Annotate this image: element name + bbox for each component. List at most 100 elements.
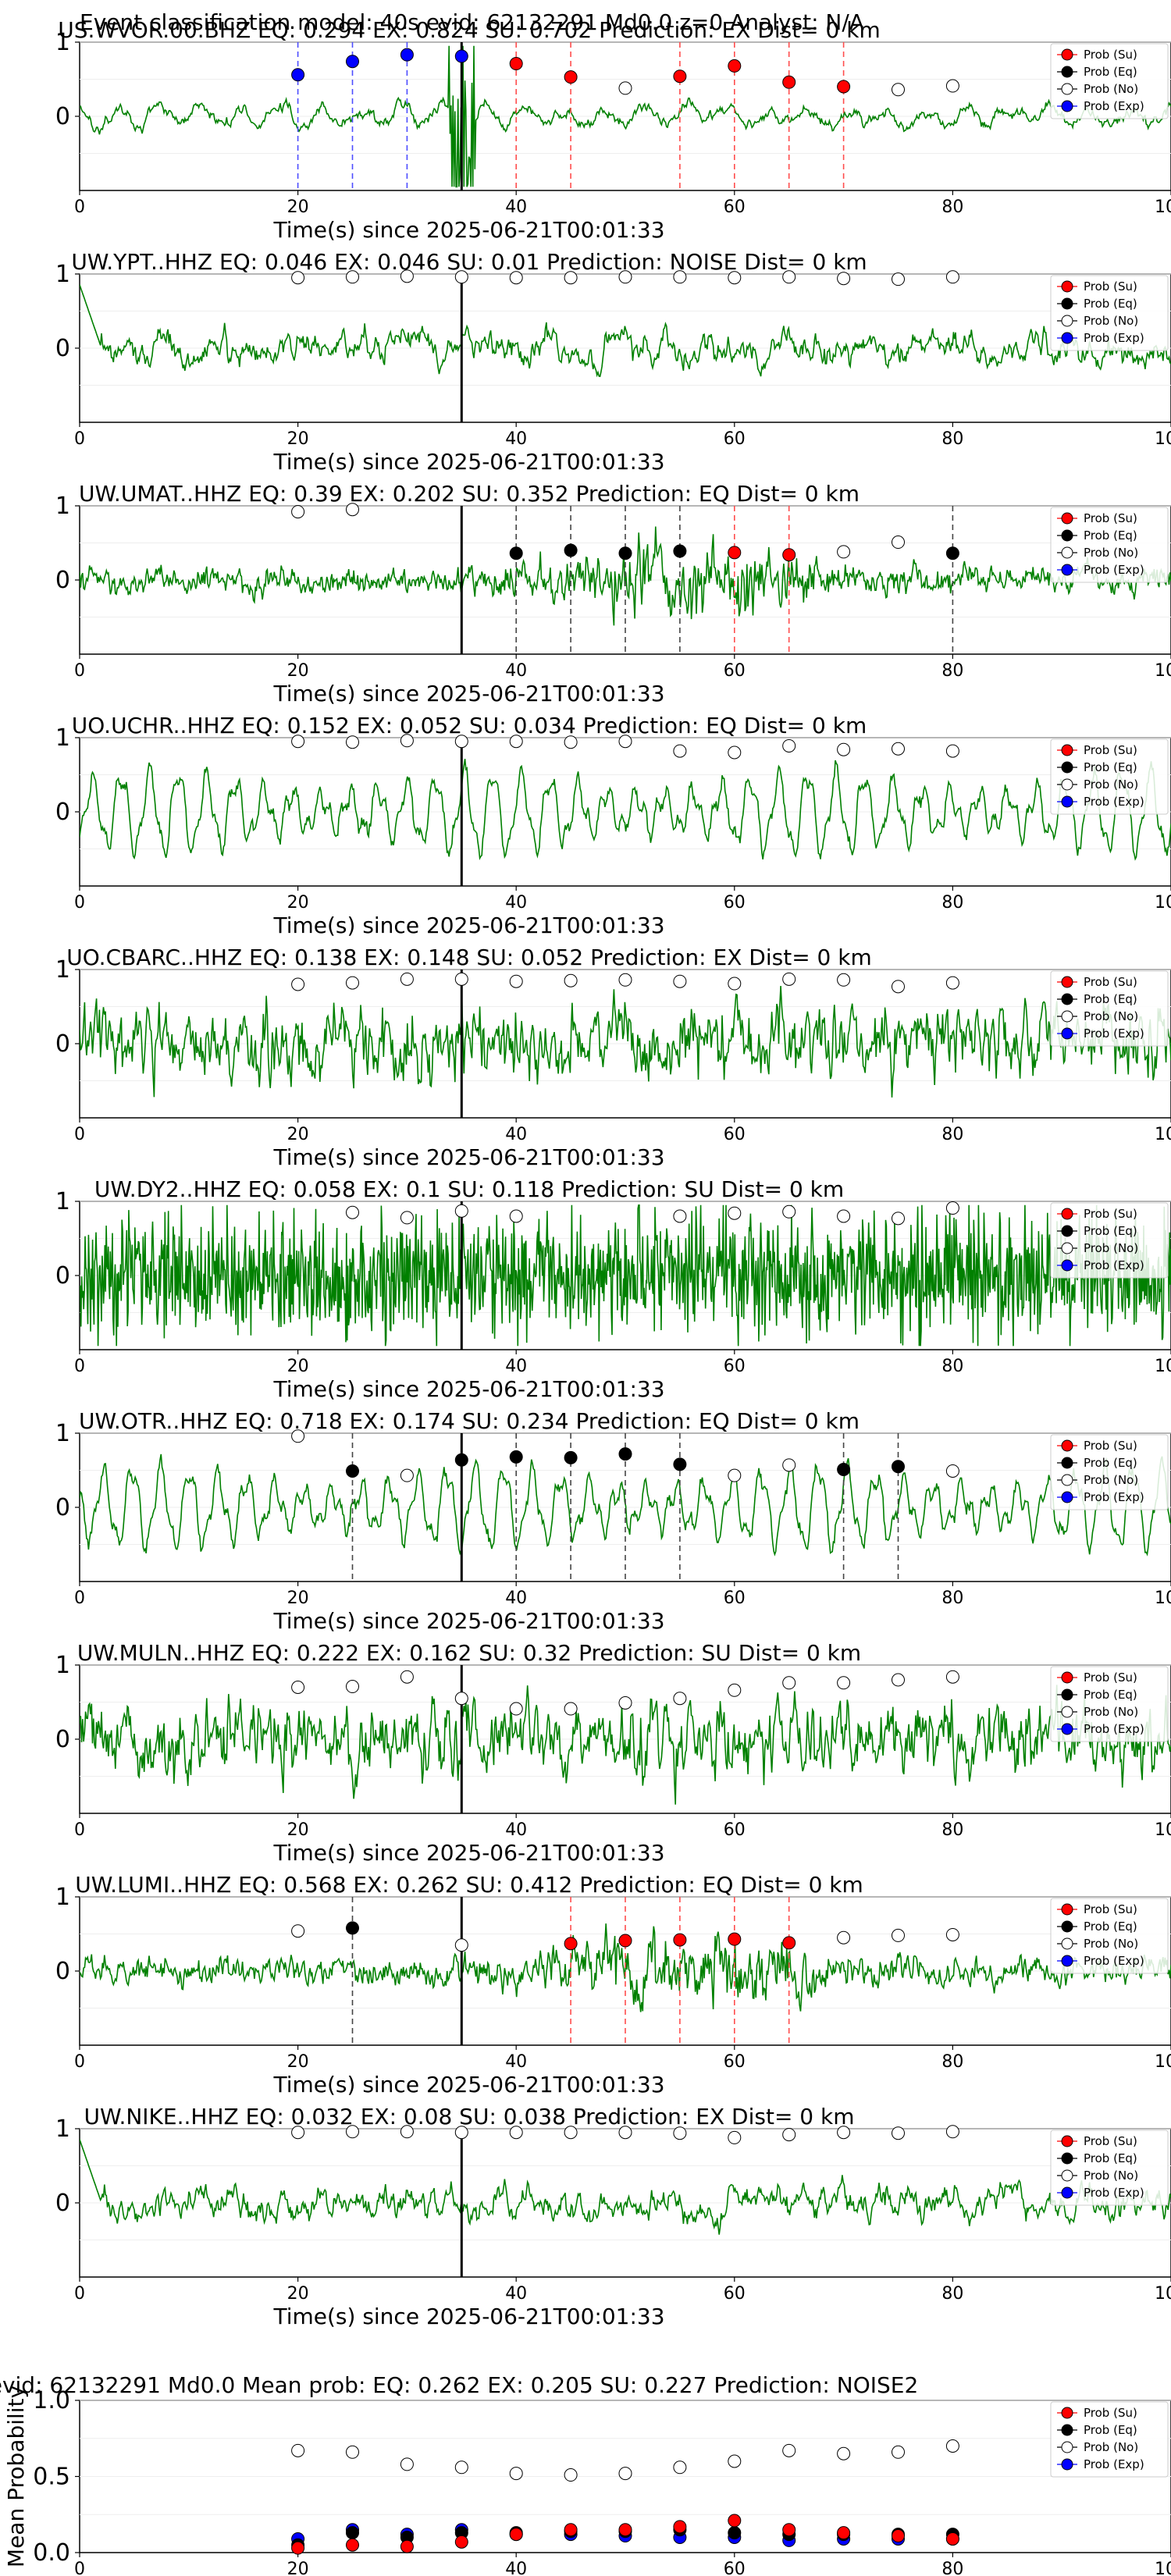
mean-prob-marker-no xyxy=(454,2460,468,2475)
y-tick-label: 1 xyxy=(55,956,70,984)
prob-marker-no xyxy=(782,1204,796,1219)
x-tick-label: 60 xyxy=(724,2560,746,2576)
x-tick-label: 40 xyxy=(505,893,527,913)
legend-box xyxy=(1050,1898,1169,1974)
x-axis-label: Time(s) since 2025-06-21T00:01:33 xyxy=(272,217,664,243)
prob-marker-no xyxy=(892,535,905,550)
mean-prob-marker-no xyxy=(291,2443,305,2457)
station-panel-6: UW.OTR..HHZ EQ: 0.718 EX: 0.174 SU: 0.23… xyxy=(55,1408,1171,1634)
mean-prob-marker-su xyxy=(837,2526,851,2540)
prob-marker-no xyxy=(346,1680,359,1694)
legend-label-eq: Prob (Eq) xyxy=(1084,1456,1137,1470)
legend-box xyxy=(1050,43,1169,119)
prob-marker-su xyxy=(728,546,742,560)
station-panel-4: UO.CBARC..HHZ EQ: 0.138 EX: 0.148 SU: 0.… xyxy=(55,945,1171,1170)
prob-marker-no xyxy=(346,503,359,517)
prob-marker-no xyxy=(346,1205,359,1219)
x-tick-label: 20 xyxy=(287,1357,309,1376)
station-panel-2: UW.UMAT..HHZ EQ: 0.39 EX: 0.202 SU: 0.35… xyxy=(55,481,1171,706)
x-tick-label: 40 xyxy=(505,1820,527,1840)
prob-marker-su xyxy=(782,548,796,562)
legend: Prob (Su) Prob (Eq) Prob (No) Prob (Exp) xyxy=(1050,1898,1169,1974)
x-tick-label: 100 xyxy=(1155,1820,1171,1840)
prob-marker-no xyxy=(892,2126,905,2140)
mean-prob-marker-su xyxy=(564,2523,578,2537)
prob-marker-eq xyxy=(892,1460,905,1474)
prob-marker-no xyxy=(837,1676,851,1690)
prob-marker-no xyxy=(564,2126,578,2140)
prob-marker-exp xyxy=(291,68,305,82)
x-tick-label: 0 xyxy=(74,661,85,681)
station-panel-5: UW.DY2..HHZ EQ: 0.058 EX: 0.1 SU: 0.118 … xyxy=(55,1176,1171,1402)
legend-marker-no xyxy=(1061,2441,1073,2453)
prob-marker-no xyxy=(673,270,687,284)
x-tick-label: 60 xyxy=(724,893,746,913)
station-panel-0: US.WVOR.00.BHZ EQ: 0.294 EX: 0.824 SU: 0… xyxy=(55,17,1171,243)
y-tick-label: 0 xyxy=(55,335,70,362)
panel-title: US.WVOR.00.BHZ EQ: 0.294 EX: 0.824 SU: 0… xyxy=(58,17,881,43)
mean-prob-marker-no xyxy=(892,2445,905,2459)
prob-marker-no xyxy=(618,973,632,987)
x-tick-label: 20 xyxy=(287,661,309,681)
legend-marker-su xyxy=(1061,2135,1073,2147)
panel-title: UW.DY2..HHZ EQ: 0.058 EX: 0.1 SU: 0.118 … xyxy=(94,1176,844,1202)
prob-marker-no xyxy=(728,271,742,285)
mean-prob-marker-no xyxy=(564,2468,578,2482)
x-tick-label: 60 xyxy=(724,197,746,217)
legend-label-no: Prob (No) xyxy=(1084,1937,1138,1951)
legend-box xyxy=(1050,1666,1169,1742)
mean-prob-marker-no xyxy=(782,2443,796,2457)
x-tick-label: 60 xyxy=(724,1820,746,1840)
x-tick-label: 40 xyxy=(505,2560,527,2576)
prob-marker-no xyxy=(673,2126,687,2140)
legend-marker-eq xyxy=(1061,2424,1073,2436)
panel-title: UO.UCHR..HHZ EQ: 0.152 EX: 0.052 SU: 0.0… xyxy=(72,713,867,738)
mean-prob-marker-no xyxy=(400,2457,414,2471)
mean-prob-marker-su xyxy=(346,2538,359,2552)
x-axis-label: Time(s) since 2025-06-21T00:01:33 xyxy=(272,913,664,938)
x-tick-label: 20 xyxy=(287,893,309,913)
x-tick-label: 80 xyxy=(941,1589,963,1608)
legend-marker-eq xyxy=(1061,297,1073,310)
legend-label-exp: Prob (Exp) xyxy=(1084,795,1144,809)
prob-marker-no xyxy=(782,2128,796,2142)
x-axis-label: Time(s) since 2025-06-21T00:01:33 xyxy=(272,1144,664,1170)
prob-marker-no xyxy=(945,79,959,93)
legend-label-no: Prob (No) xyxy=(1084,82,1138,96)
legend-box xyxy=(1050,1434,1169,1510)
panel-title: UW.OTR..HHZ EQ: 0.718 EX: 0.174 SU: 0.23… xyxy=(79,1408,860,1434)
prob-marker-no xyxy=(564,1702,578,1716)
prob-marker-no xyxy=(618,735,632,749)
prob-marker-no xyxy=(564,271,578,285)
x-axis-label: Time(s) since 2025-06-21T00:01:33 xyxy=(272,449,664,475)
prob-marker-no xyxy=(837,973,851,987)
legend-label-su: Prob (Su) xyxy=(1084,743,1137,757)
x-tick-label: 0 xyxy=(74,197,85,217)
y-tick-label: 1 xyxy=(55,1188,70,1215)
x-tick-label: 60 xyxy=(724,1125,746,1144)
prob-marker-no xyxy=(782,738,796,753)
legend-marker-exp xyxy=(1061,1027,1073,1040)
prob-marker-no xyxy=(400,734,414,748)
legend-label-no: Prob (No) xyxy=(1084,2440,1138,2454)
legend-label-su: Prob (Su) xyxy=(1084,48,1137,62)
legend-marker-eq xyxy=(1061,761,1073,774)
legend-marker-exp xyxy=(1061,564,1073,576)
prob-marker-no xyxy=(892,83,905,97)
prob-marker-no xyxy=(782,1676,796,1690)
legend-label-eq: Prob (Eq) xyxy=(1084,297,1137,311)
prob-marker-no xyxy=(728,1468,742,1482)
legend-label-no: Prob (No) xyxy=(1084,1009,1138,1023)
station-panel-3: UO.UCHR..HHZ EQ: 0.152 EX: 0.052 SU: 0.0… xyxy=(55,713,1171,938)
legend-label-exp: Prob (Exp) xyxy=(1084,99,1144,113)
panel-title: UW.NIKE..HHZ EQ: 0.032 EX: 0.08 SU: 0.03… xyxy=(84,2104,854,2129)
prob-marker-no xyxy=(945,976,959,990)
prob-marker-no xyxy=(454,1692,468,1706)
prob-marker-no xyxy=(892,1212,905,1226)
seismogram-trace xyxy=(80,2139,1171,2235)
prob-marker-no xyxy=(400,269,414,283)
prob-marker-exp xyxy=(454,49,468,63)
prob-marker-no xyxy=(782,270,796,284)
legend: Prob (Su) Prob (Eq) Prob (No) Prob (Exp) xyxy=(1050,970,1169,1047)
y-tick-label: 0.0 xyxy=(33,2539,70,2567)
